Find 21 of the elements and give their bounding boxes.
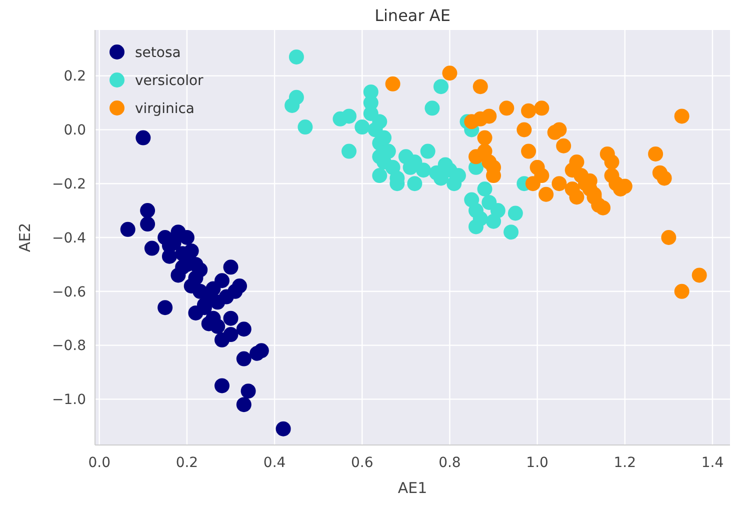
x-tick-label: 0.8 [438,455,461,471]
y-tick-label: −0.6 [52,284,86,300]
x-tick-label: 0.6 [351,455,374,471]
y-tick-label: −0.8 [52,338,86,354]
x-tick-label: 0.0 [88,455,111,471]
legend-label: versicolor [135,72,204,89]
legend-label: virginica [135,100,194,117]
x-tick-label: 1.0 [526,455,548,471]
y-tick-label: 0.0 [64,122,86,139]
legend-label: setosa [135,44,181,61]
y-tick-label: 0.2 [64,68,86,85]
x-axis-title: AE1 [398,479,428,497]
y-tick-label: −0.2 [52,176,86,193]
chart-title: Linear AE [374,6,450,25]
x-tick-label: 0.4 [263,455,286,471]
x-tick-label: 1.4 [701,455,724,471]
x-tick-label: 0.2 [176,455,198,471]
y-tick-label: −1.0 [52,392,86,408]
y-axis-title: AE2 [16,222,34,252]
y-tick-label: −0.4 [52,230,86,246]
x-tick-label: 1.2 [614,455,636,471]
